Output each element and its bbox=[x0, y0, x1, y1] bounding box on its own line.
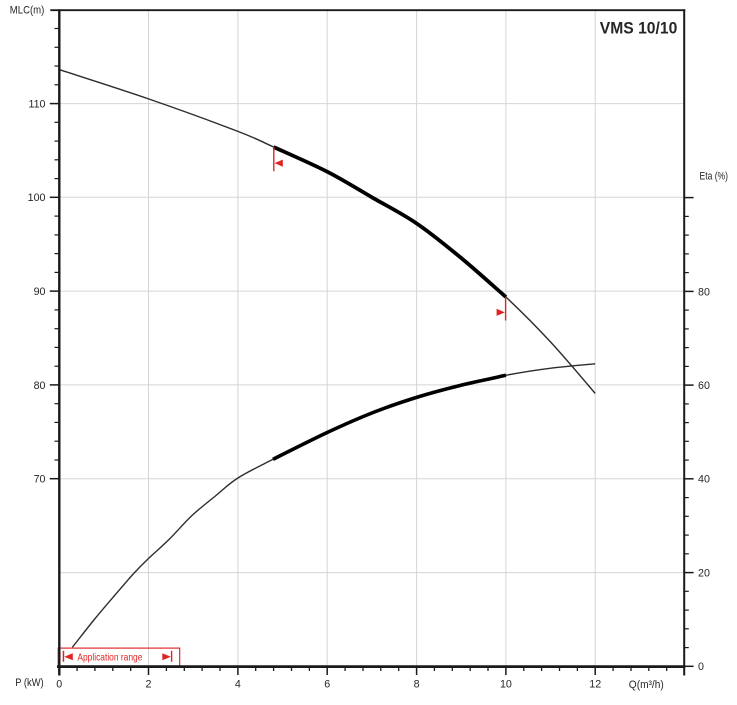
svg-text:80: 80 bbox=[34, 380, 46, 392]
svg-text:MLC(m): MLC(m) bbox=[10, 5, 45, 17]
svg-text:P (kW): P (kW) bbox=[15, 677, 43, 689]
svg-text:90: 90 bbox=[34, 286, 46, 298]
svg-text:0: 0 bbox=[698, 661, 704, 673]
svg-text:0: 0 bbox=[56, 678, 62, 690]
svg-text:Application range: Application range bbox=[77, 652, 142, 663]
svg-text:10: 10 bbox=[500, 678, 512, 690]
svg-text:VMS 10/10: VMS 10/10 bbox=[600, 19, 678, 38]
svg-text:6: 6 bbox=[324, 678, 330, 690]
svg-text:100: 100 bbox=[28, 192, 46, 204]
svg-text:70: 70 bbox=[34, 474, 46, 486]
svg-text:80: 80 bbox=[698, 286, 710, 298]
svg-text:8: 8 bbox=[414, 678, 420, 690]
svg-text:2: 2 bbox=[146, 678, 152, 690]
svg-text:Eta (%): Eta (%) bbox=[700, 171, 729, 183]
svg-text:40: 40 bbox=[698, 474, 710, 486]
svg-text:110: 110 bbox=[28, 99, 45, 111]
svg-text:20: 20 bbox=[698, 568, 710, 580]
svg-text:60: 60 bbox=[698, 380, 710, 392]
svg-text:Q(m³/h): Q(m³/h) bbox=[629, 679, 664, 691]
svg-text:4: 4 bbox=[235, 678, 241, 690]
svg-text:12: 12 bbox=[589, 678, 601, 690]
